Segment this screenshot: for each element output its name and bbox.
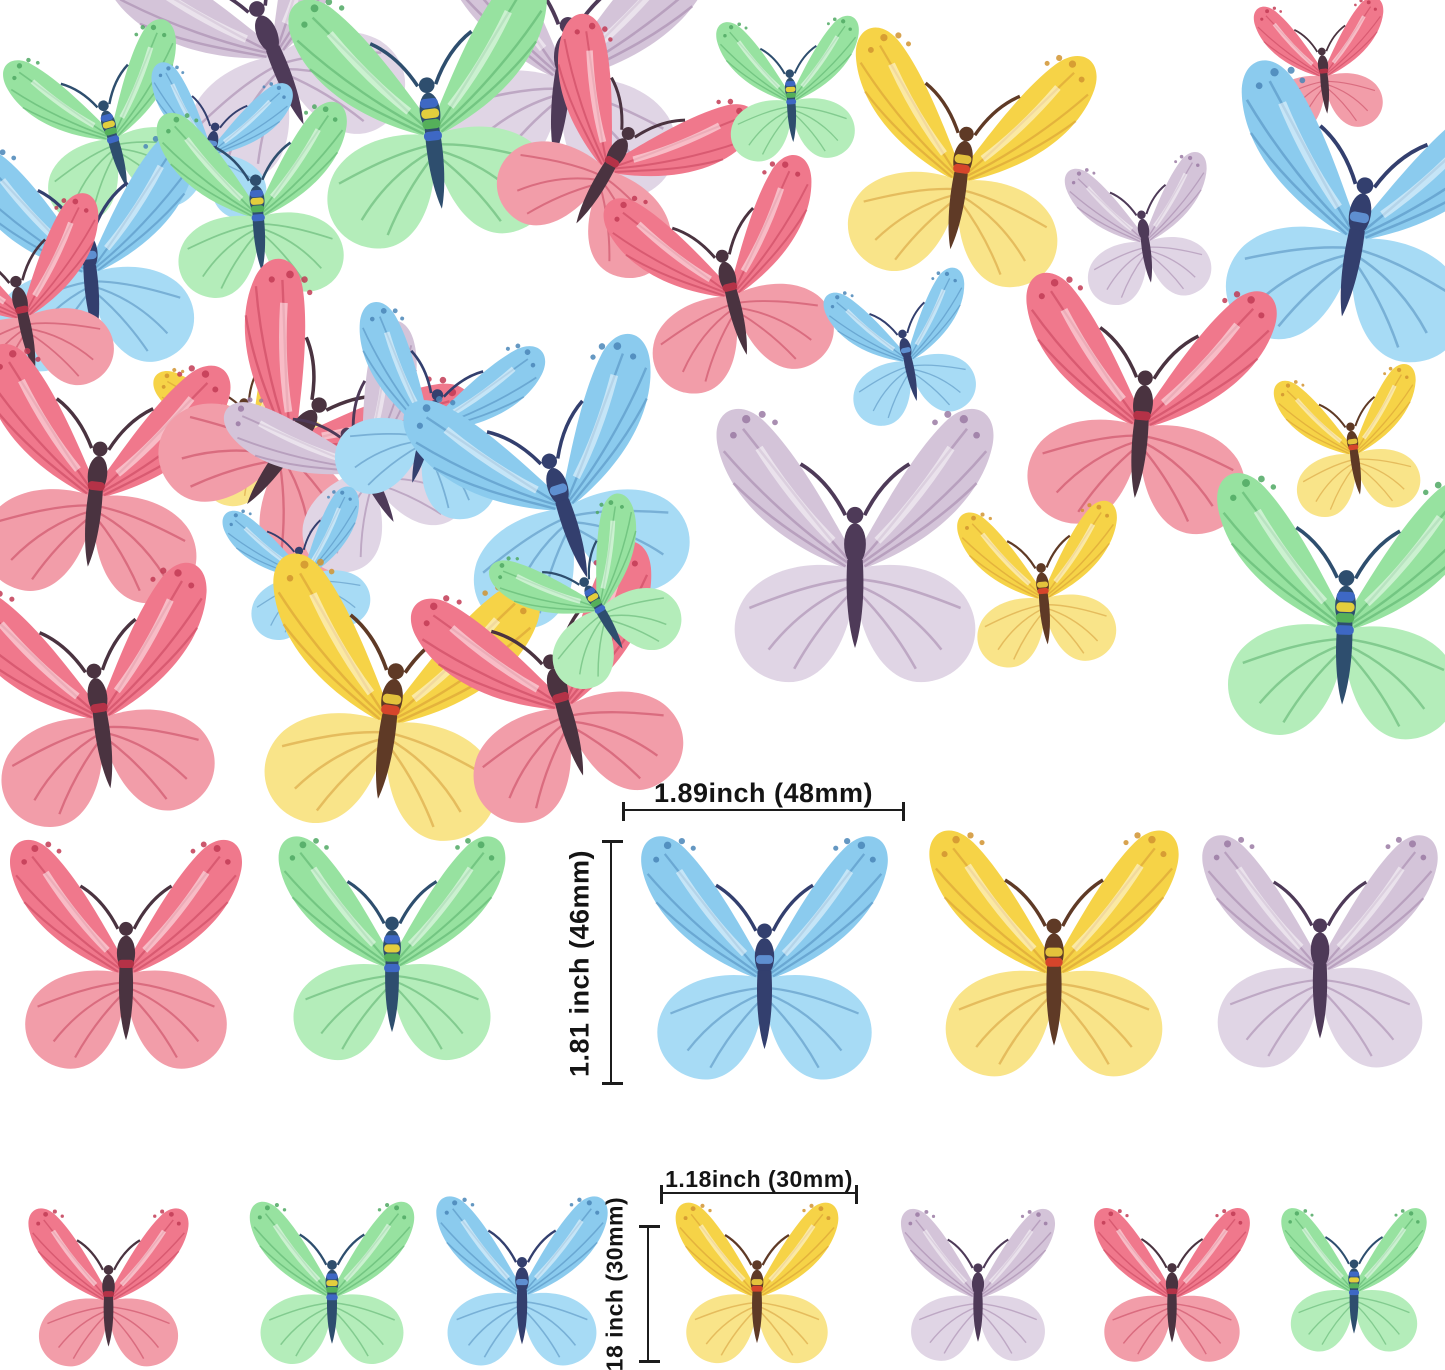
large-height-label: 1.81 inch (46mm) bbox=[564, 849, 595, 1078]
large-width-measure-line bbox=[622, 802, 905, 821]
large-height-measure-line bbox=[602, 840, 623, 1085]
small-height-label: 1.18 inch (30mm) bbox=[601, 1196, 628, 1370]
small-width-measure-line bbox=[660, 1185, 858, 1204]
large-width-label: 1.89inch (48mm) bbox=[653, 778, 874, 808]
small-width-label: 1.18inch (30mm) bbox=[665, 1166, 853, 1192]
small-height-measure-line bbox=[639, 1225, 660, 1363]
